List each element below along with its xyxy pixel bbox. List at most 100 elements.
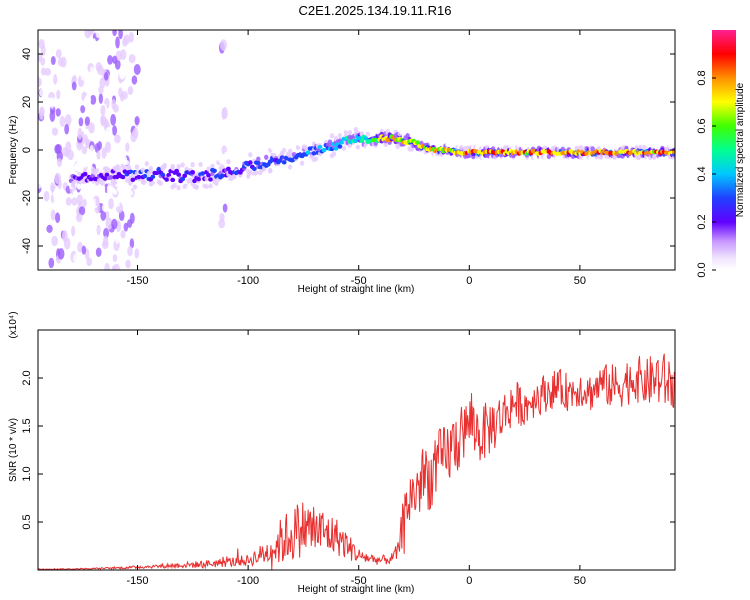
heatmap-cell (96, 224, 101, 236)
heatmap-cell (129, 238, 135, 249)
heatmap-cell (74, 166, 80, 172)
heatmap-cell (95, 247, 102, 257)
snr-x-tick-label: -50 (351, 575, 367, 587)
heatmap-cell (112, 179, 118, 185)
heatmap-cell (255, 160, 261, 166)
heatmap-cell (254, 146, 259, 152)
heatmap-cell (337, 144, 343, 149)
heatmap-cell (71, 123, 76, 132)
colorbar-ticks: 0.0 0.2 0.4 0.6 0.8 (696, 70, 716, 278)
heatmap-cell (138, 154, 144, 160)
heatmap-cell (341, 150, 347, 156)
heatmap-cell (100, 181, 106, 187)
heatmap-cell (88, 176, 94, 182)
heatmap-cell (114, 154, 120, 160)
heatmap-cell (186, 154, 191, 160)
heatmap-cell (129, 212, 135, 224)
heatmap-cell (668, 144, 673, 150)
heatmap-cell (55, 49, 62, 59)
heatmap-cell (65, 141, 72, 154)
heatmap-cell (244, 179, 249, 185)
heatmap-cell (86, 186, 92, 192)
heatmap-cell (152, 158, 157, 164)
heatmap-cell (48, 257, 55, 269)
heatmap-cell (363, 127, 368, 133)
heatmap-cell (228, 180, 233, 186)
heatmap-cell (323, 154, 329, 160)
snr-frame (37, 329, 676, 571)
heatmap-cell (87, 30, 95, 36)
spectrogram-x-tick-label: -150 (127, 275, 149, 287)
heatmap-cell (162, 163, 167, 169)
heatmap-cell (329, 133, 335, 139)
heatmap-cell (210, 191, 215, 198)
heatmap-cell (293, 161, 299, 167)
heatmap-cell (309, 162, 315, 168)
heatmap-cell (240, 177, 245, 183)
heatmap-cell (128, 54, 136, 64)
heatmap-cell (50, 56, 56, 66)
heatmap-cell (158, 180, 163, 186)
heatmap-cell (429, 140, 434, 146)
heatmap-cell (212, 168, 217, 173)
heatmap-cell (365, 131, 370, 137)
heatmap-cell (200, 171, 205, 176)
heatmap-cell (198, 195, 203, 201)
heatmap-cell (295, 167, 301, 173)
heatmap-cell (299, 160, 305, 166)
heatmap-cell (118, 87, 123, 98)
heatmap-cell (142, 173, 148, 179)
heatmap-cell (144, 182, 150, 189)
heatmap-cell (49, 110, 56, 122)
heatmap-cell (55, 108, 61, 117)
heatmap-cell (192, 154, 197, 161)
heatmap-cell (214, 153, 219, 159)
snr-x-ticks: -150 -100 -50 0 50 (127, 330, 586, 587)
spectrogram-y-tick-label: 0 (21, 147, 33, 153)
heatmap-cell (206, 166, 211, 172)
heatmap-cell (130, 155, 136, 161)
heatmap-cell (57, 248, 65, 260)
heatmap-cell (75, 213, 83, 223)
heatmap-cell (305, 136, 311, 142)
colorbar-tick-label: 0.0 (696, 262, 708, 277)
heatmap-cell (80, 72, 87, 81)
heatmap-cell (285, 144, 291, 150)
heatmap-cell (99, 77, 106, 89)
heatmap-cell (588, 155, 593, 161)
heatmap-cell (108, 198, 115, 210)
snr-y-ticks: 0.5 1.0 1.5 2.0 (21, 370, 675, 530)
heatmap-cell (101, 203, 109, 213)
heatmap-cell (208, 183, 213, 189)
heatmap-cell (250, 146, 255, 152)
heatmap-cell (341, 145, 347, 151)
heatmap-cell (281, 147, 287, 153)
heatmap-cell (285, 170, 291, 176)
heatmap-cell (180, 176, 186, 182)
heatmap-cell (61, 230, 68, 243)
heatmap-cell (652, 154, 657, 160)
heatmap-cell (88, 122, 95, 134)
heatmap-cell (222, 203, 228, 213)
heatmap-cell (120, 185, 126, 191)
heatmap-cell (520, 144, 526, 150)
heatmap-cell (115, 36, 120, 49)
heatmap-cell (148, 165, 154, 172)
heatmap-cell (105, 217, 113, 230)
heatmap-cell (56, 158, 63, 167)
heatmap-cell (94, 142, 101, 154)
heatmap-cell (459, 144, 464, 151)
heatmap-cell (242, 149, 247, 155)
spectrogram-y-axis-label: Frequency (Hz) (8, 116, 19, 185)
heatmap-cell (128, 190, 134, 196)
heatmap-cell (94, 159, 100, 165)
heatmap-cell (146, 192, 152, 199)
snr-x-tick-label: -150 (127, 575, 149, 587)
heatmap-cell (188, 190, 193, 196)
heatmap-cell (268, 167, 273, 173)
heatmap-cell (61, 72, 68, 83)
heatmap-cell (405, 133, 410, 139)
heatmap-cell (383, 141, 388, 147)
heatmap-cell (399, 145, 404, 151)
heatmap-cell (46, 224, 53, 233)
